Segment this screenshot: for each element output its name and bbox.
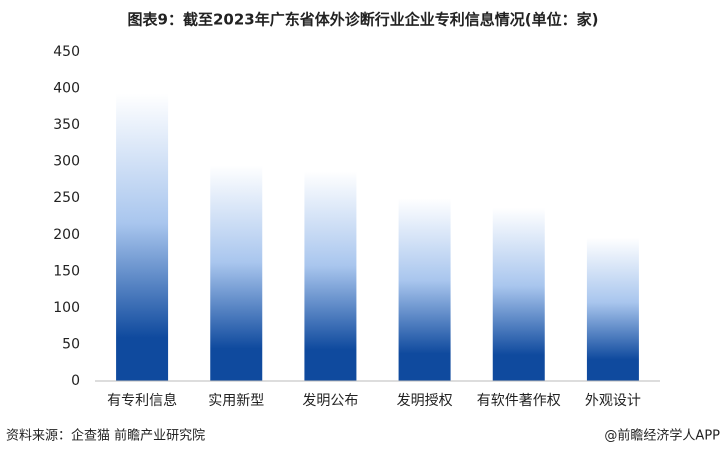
y-tick-label: 50 [62, 336, 80, 352]
y-tick-label: 200 [53, 227, 80, 243]
y-tick-label: 100 [53, 300, 80, 316]
y-tick-label: 450 [53, 44, 80, 60]
bar [398, 198, 451, 381]
y-tick-label: 150 [53, 263, 80, 279]
x-tick-label: 有专利信息 [107, 392, 177, 409]
bar [210, 165, 263, 381]
x-tick-label: 外观设计 [585, 393, 641, 409]
y-tick-label: 250 [53, 190, 80, 206]
x-tick-label: 实用新型 [208, 393, 264, 409]
bar [116, 93, 169, 381]
bar [304, 171, 357, 381]
y-tick-label: 300 [53, 154, 80, 170]
y-tick-label: 0 [71, 373, 80, 389]
bar [586, 237, 639, 381]
bar [492, 207, 545, 381]
x-tick-label: 发明授权 [397, 393, 453, 409]
y-tick-label: 400 [53, 81, 80, 97]
y-tick-label: 350 [53, 117, 80, 133]
credit-note: @前瞻经济学人APP [604, 428, 720, 444]
x-tick-label: 发明公布 [302, 393, 358, 409]
source-note: 资料来源：企查猫 前瞻产业研究院 [6, 428, 205, 444]
x-tick-label: 有软件著作权 [477, 393, 561, 409]
chart-title: 图表9：截至2023年广东省体外诊断行业企业专利信息情况(单位：家) [128, 11, 599, 29]
